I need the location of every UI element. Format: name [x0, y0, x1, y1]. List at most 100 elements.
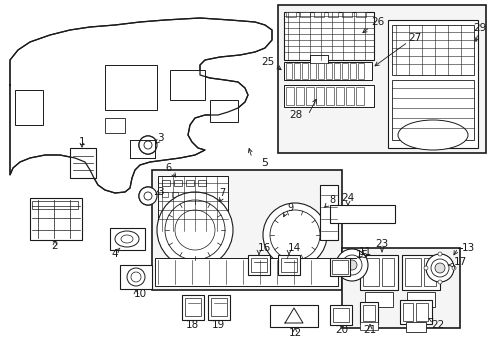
Bar: [319, 185, 337, 240]
Circle shape: [437, 252, 441, 256]
Text: 20: 20: [335, 325, 348, 335]
Bar: [327, 12, 337, 17]
Bar: [110, 228, 145, 250]
Bar: [152, 170, 341, 290]
Bar: [355, 87, 363, 105]
Circle shape: [131, 272, 141, 282]
Circle shape: [157, 192, 232, 268]
Circle shape: [347, 268, 355, 276]
Bar: [332, 308, 348, 322]
Bar: [404, 258, 420, 286]
Bar: [155, 258, 337, 286]
Text: 26: 26: [370, 17, 384, 27]
Bar: [315, 87, 324, 105]
Circle shape: [127, 268, 145, 286]
Bar: [325, 63, 331, 79]
Bar: [402, 303, 412, 321]
Bar: [285, 87, 293, 105]
Text: 19: 19: [211, 320, 224, 330]
Bar: [309, 63, 315, 79]
Bar: [313, 12, 324, 17]
Bar: [295, 87, 304, 105]
Bar: [299, 12, 309, 17]
Text: 10: 10: [133, 289, 146, 299]
Text: 28: 28: [289, 110, 302, 120]
Bar: [329, 205, 394, 223]
Bar: [281, 258, 296, 272]
Ellipse shape: [115, 231, 139, 247]
Bar: [362, 305, 374, 321]
Bar: [302, 63, 307, 79]
Text: 29: 29: [472, 23, 486, 33]
Bar: [15, 90, 43, 125]
Bar: [381, 258, 393, 286]
Bar: [349, 63, 355, 79]
Bar: [174, 180, 182, 186]
Bar: [364, 292, 392, 307]
Text: 9: 9: [286, 203, 292, 213]
Circle shape: [143, 192, 152, 200]
Bar: [162, 192, 168, 197]
Bar: [362, 258, 378, 286]
Bar: [105, 65, 157, 110]
Bar: [285, 12, 295, 17]
Bar: [359, 255, 397, 290]
Bar: [329, 258, 349, 276]
Text: 27: 27: [407, 33, 421, 43]
Circle shape: [263, 203, 326, 267]
Bar: [357, 63, 363, 79]
Text: 2: 2: [52, 241, 58, 251]
Text: 12: 12: [288, 328, 301, 338]
Bar: [391, 80, 473, 140]
Bar: [293, 63, 299, 79]
Bar: [329, 305, 351, 325]
Bar: [341, 248, 459, 328]
Text: 5: 5: [261, 158, 268, 168]
Bar: [285, 63, 291, 79]
Text: 17: 17: [452, 257, 466, 267]
Circle shape: [164, 200, 224, 260]
Bar: [284, 12, 373, 60]
Bar: [278, 255, 299, 275]
Text: 8: 8: [328, 195, 334, 205]
Bar: [309, 55, 327, 63]
Text: 25: 25: [261, 57, 274, 67]
Circle shape: [423, 266, 427, 270]
Bar: [247, 255, 269, 275]
Circle shape: [175, 210, 215, 250]
Bar: [359, 302, 377, 324]
Circle shape: [346, 260, 356, 270]
Bar: [184, 298, 201, 316]
Ellipse shape: [121, 235, 133, 243]
Text: 22: 22: [430, 320, 444, 330]
Text: 16: 16: [257, 243, 270, 253]
Text: 3: 3: [156, 187, 163, 197]
Text: 7: 7: [219, 188, 224, 198]
Bar: [423, 258, 435, 286]
Text: 3: 3: [156, 133, 163, 143]
Bar: [162, 180, 170, 186]
Bar: [210, 298, 226, 316]
Bar: [105, 118, 125, 133]
Bar: [284, 85, 373, 107]
Bar: [341, 12, 351, 17]
Bar: [387, 20, 477, 148]
Text: 13: 13: [461, 243, 474, 253]
Polygon shape: [10, 18, 271, 193]
Bar: [209, 100, 238, 122]
Text: 14: 14: [287, 243, 300, 253]
Bar: [405, 322, 425, 332]
Bar: [250, 258, 266, 272]
Text: 15: 15: [355, 250, 368, 260]
Bar: [341, 63, 347, 79]
Circle shape: [430, 259, 448, 277]
Circle shape: [143, 141, 152, 149]
Circle shape: [347, 254, 355, 262]
Bar: [406, 292, 434, 307]
Bar: [305, 87, 313, 105]
Text: 4: 4: [111, 249, 118, 259]
Bar: [198, 180, 205, 186]
Bar: [185, 180, 194, 186]
Bar: [391, 25, 473, 75]
Bar: [32, 201, 78, 209]
